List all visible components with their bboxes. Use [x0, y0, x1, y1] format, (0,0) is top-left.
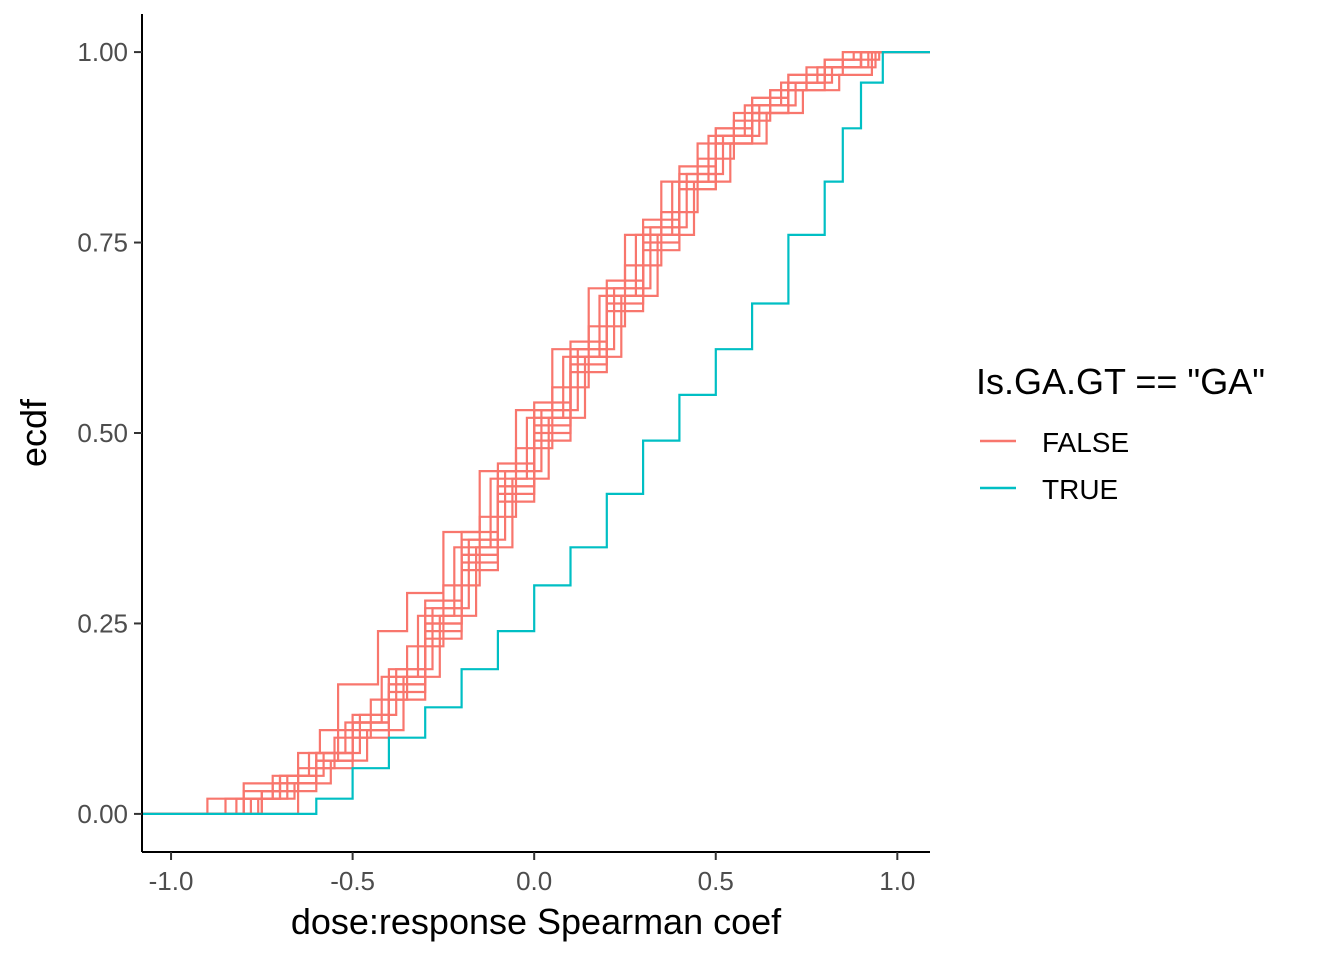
ecdf-line-false-7: [142, 51, 930, 815]
x-tick-label: -1.0: [149, 866, 194, 896]
ecdf-line-false-8: [142, 51, 930, 815]
x-ticks: -1.0 -0.5 0.0 0.5 1.0: [149, 852, 915, 896]
ecdf-line-false-2: [142, 51, 930, 815]
ecdf-line-true-11: [142, 51, 930, 815]
ecdf-line-false-3: [142, 51, 930, 815]
x-tick-label: 1.0: [879, 866, 915, 896]
ecdf-line-false-10: [142, 51, 930, 815]
x-tick-label: -0.5: [330, 866, 375, 896]
y-ticks: 0.00 0.25 0.50 0.75 1.00: [77, 37, 142, 829]
x-axis-title: dose:response Spearman coef: [291, 901, 782, 942]
legend-label-false: FALSE: [1042, 427, 1129, 458]
legend-title: Is.GA.GT == "GA": [976, 361, 1265, 402]
y-tick-label: 0.25: [77, 608, 128, 638]
legend-label-true: TRUE: [1042, 474, 1118, 505]
y-tick-label: 1.00: [77, 37, 128, 67]
legend: Is.GA.GT == "GA" FALSE TRUE: [976, 361, 1265, 505]
legend-item-true: TRUE: [980, 474, 1118, 505]
y-tick-label: 0.75: [77, 228, 128, 258]
legend-item-false: FALSE: [980, 427, 1129, 458]
x-tick-label: 0.0: [516, 866, 552, 896]
y-axis-title: ecdf: [13, 398, 54, 467]
y-tick-label: 0.00: [77, 799, 128, 829]
series-layer: [142, 51, 930, 815]
x-tick-label: 0.5: [698, 866, 734, 896]
y-tick-label: 0.50: [77, 418, 128, 448]
